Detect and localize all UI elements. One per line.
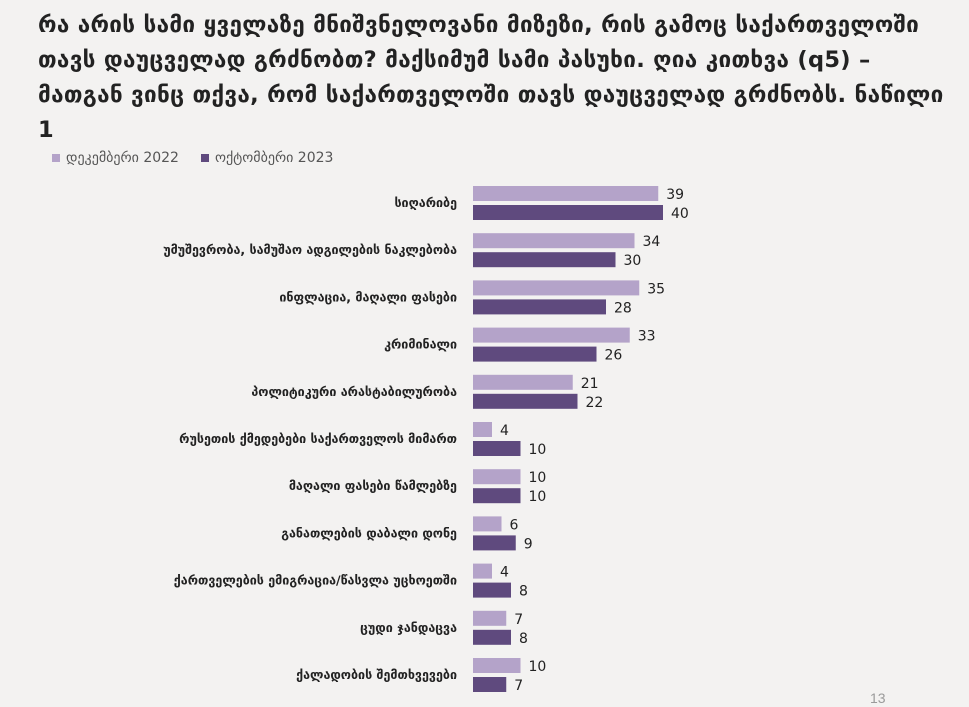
category-label: პოლიტიკური არასტაბილურობა	[251, 384, 457, 399]
bar-dec-2022	[473, 658, 521, 673]
bar-oct-2023	[473, 677, 507, 692]
legend-label-dec-2022: დეკემბერი 2022	[66, 150, 179, 166]
bar-dec-2022	[473, 186, 659, 201]
category-label: ქალადობის შემთხვევები	[296, 667, 457, 682]
bar-oct-2023	[473, 582, 511, 598]
bar-oct-2023	[473, 535, 516, 551]
data-label: 6	[510, 517, 519, 533]
bar-dec-2022	[473, 233, 635, 249]
data-label: 21	[581, 376, 599, 392]
chart-title: რა არის სამი ყველაზე მნიშვნელოვანი მიზეზ…	[38, 12, 944, 143]
data-label: 4	[500, 565, 509, 581]
bar-oct-2023	[473, 252, 616, 268]
category-label: რუსეთის ქმედებები საქართველოს მიმართ	[179, 431, 457, 446]
bar-oct-2023	[473, 393, 578, 409]
legend-swatch-oct-2023	[200, 154, 209, 162]
data-label: 4	[500, 423, 509, 439]
bar-dec-2022	[473, 280, 640, 296]
category-label: განათლების დაბალი დონე	[281, 525, 457, 540]
bar-dec-2022	[473, 327, 630, 343]
bar-oct-2023	[473, 441, 521, 456]
data-label: 7	[514, 612, 523, 628]
data-label: 10	[529, 659, 547, 675]
bar-dec-2022	[473, 563, 492, 579]
bar-oct-2023	[473, 346, 597, 362]
data-label: 7	[514, 678, 523, 694]
bar-oct-2023	[473, 205, 663, 220]
category-label: კრიმინალი	[384, 337, 457, 352]
bar-oct-2023	[473, 299, 606, 315]
data-label: 8	[519, 584, 528, 600]
legend-label-oct-2023: ოქტომბერი 2023	[214, 150, 334, 166]
data-label: 9	[524, 536, 533, 552]
data-label: 34	[643, 234, 661, 250]
category-label: ინფლაცია, მაღალი ფასები	[279, 289, 457, 304]
data-label: 33	[638, 329, 656, 345]
data-label: 26	[605, 348, 623, 364]
category-label: ქართველების ემიგრაცია/წასვლა უცხოეთში	[174, 573, 457, 588]
data-label: 22	[586, 395, 604, 411]
category-label: სიღარიბე	[394, 195, 457, 210]
data-label: 35	[647, 281, 665, 297]
bar-dec-2022	[473, 469, 521, 485]
bar-dec-2022	[473, 516, 502, 532]
category-label: მაღალი ფასები წამლებზე	[289, 478, 457, 493]
bar-oct-2023	[473, 488, 521, 504]
category-label: უმუშევრობა, სამუშაო ადგილების ნაკლებობა	[163, 242, 457, 257]
bar-oct-2023	[473, 629, 511, 645]
data-label: 10	[529, 489, 547, 505]
page-number: 13	[870, 690, 886, 706]
data-label: 40	[671, 206, 689, 222]
data-label: 30	[624, 253, 642, 269]
category-label: ცუდი ჯანდაცვა	[360, 620, 457, 635]
data-label: 10	[529, 442, 547, 458]
legend-item-dec-2022: დეკემბერი 2022	[52, 150, 179, 166]
bar-dec-2022	[473, 610, 507, 626]
legend-item-oct-2023: ოქტომბერი 2023	[200, 150, 334, 166]
data-label: 8	[519, 631, 528, 647]
legend-swatch-dec-2022	[52, 154, 60, 162]
data-label: 28	[614, 300, 632, 316]
data-label: 39	[666, 187, 684, 203]
legend: დეკემბერი 2022 ოქტომბერი 2023	[52, 150, 333, 166]
data-label: 10	[529, 470, 547, 486]
bar-dec-2022	[473, 422, 492, 437]
bar-dec-2022	[473, 374, 573, 390]
